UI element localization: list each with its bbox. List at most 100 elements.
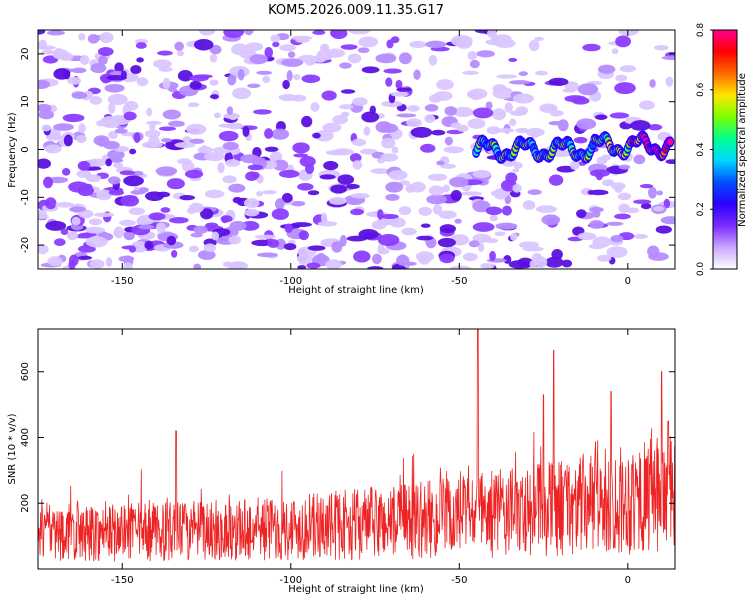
- noise-blob: [432, 204, 443, 215]
- noise-blob: [410, 126, 433, 138]
- noise-blob: [189, 80, 202, 90]
- noise-blob: [428, 54, 438, 66]
- noise-blob: [256, 190, 263, 197]
- noise-blob: [197, 249, 216, 260]
- noise-blob: [395, 79, 403, 90]
- snr-xlabel: Height of straight line (km): [288, 584, 424, 595]
- noise-blob: [38, 110, 55, 120]
- noise-blob: [339, 104, 354, 110]
- noise-blob: [347, 53, 362, 64]
- noise-blob: [242, 126, 250, 138]
- noise-blob: [228, 183, 246, 193]
- noise-blob: [211, 231, 220, 241]
- noise-blob: [486, 126, 501, 135]
- noise-blob: [512, 184, 522, 193]
- noise-blob: [108, 102, 116, 114]
- noise-blob: [375, 53, 397, 64]
- noise-blob: [102, 140, 120, 150]
- noise-blob: [71, 91, 88, 100]
- noise-blob: [45, 220, 67, 231]
- noise-blob: [467, 118, 486, 129]
- snr-panel: -150 -100 -50 0 200 400 600 Height of straigh…: [7, 328, 676, 595]
- noise-blob: [243, 30, 254, 36]
- noise-blob: [76, 134, 87, 144]
- noise-blob: [63, 69, 71, 80]
- noise-blob: [221, 215, 229, 224]
- noise-blob: [43, 176, 54, 189]
- noise-blob: [222, 175, 237, 184]
- noise-blob: [136, 57, 144, 63]
- noise-blob: [618, 164, 631, 170]
- noise-blob: [128, 207, 146, 216]
- noise-blob: [247, 83, 261, 89]
- noise-blob: [298, 230, 309, 241]
- noise-blob: [496, 128, 515, 133]
- noise-blob: [38, 158, 51, 169]
- noise-blob: [396, 113, 417, 118]
- noise-blob: [649, 79, 656, 88]
- noise-blob: [611, 48, 619, 55]
- noise-blob: [323, 160, 339, 171]
- noise-blob: [398, 52, 412, 65]
- noise-blob: [243, 198, 260, 209]
- noise-blob: [213, 112, 221, 119]
- noise-blob: [420, 223, 431, 228]
- noise-blob: [286, 70, 293, 82]
- noise-blob: [148, 212, 166, 221]
- noise-blob: [217, 162, 225, 174]
- noise-blob: [509, 118, 517, 127]
- signal-track-core: [667, 138, 674, 146]
- noise-blob: [45, 197, 57, 210]
- noise-blob: [605, 221, 624, 226]
- noise-blob: [330, 30, 348, 40]
- noise-blob: [496, 74, 518, 79]
- snr-y-tick-label: 400: [20, 428, 31, 447]
- noise-blob: [177, 50, 184, 57]
- noise-blob: [491, 108, 507, 121]
- noise-blob: [325, 48, 345, 58]
- noise-blob: [639, 100, 655, 110]
- noise-blob: [55, 202, 75, 208]
- noise-blob: [485, 101, 493, 110]
- noise-blob: [174, 41, 184, 51]
- noise-blob: [319, 174, 336, 180]
- noise-blob: [107, 149, 125, 161]
- noise-blob: [346, 183, 360, 190]
- noise-blob: [148, 135, 160, 147]
- snr-x-tick-label: 0: [625, 575, 631, 586]
- noise-blob: [352, 97, 368, 107]
- noise-blob: [398, 206, 412, 216]
- noise-blob: [270, 34, 281, 43]
- noise-blob: [322, 122, 342, 133]
- noise-blob: [62, 168, 71, 176]
- noise-blob: [535, 205, 557, 213]
- noise-blob: [188, 102, 200, 108]
- noise-blob: [227, 74, 237, 86]
- noise-blob: [339, 234, 347, 247]
- noise-blob: [227, 261, 248, 269]
- noise-blob: [614, 213, 631, 220]
- noise-blob: [47, 256, 63, 267]
- noise-blob: [656, 190, 664, 196]
- noise-blob: [380, 153, 398, 162]
- noise-blob: [87, 34, 100, 44]
- noise-blob: [321, 242, 329, 247]
- snr-x-tick-label: -150: [111, 575, 134, 586]
- colorbar-tick-label: 0.2: [696, 202, 706, 216]
- noise-blob: [267, 238, 280, 248]
- noise-blob: [609, 112, 630, 119]
- noise-blob: [96, 189, 112, 201]
- noise-blob: [330, 184, 348, 194]
- noise-blob: [462, 252, 478, 262]
- noise-blob: [86, 158, 108, 167]
- noise-blob: [71, 67, 87, 74]
- noise-blob: [113, 162, 124, 169]
- noise-blob: [592, 236, 612, 248]
- noise-blob: [615, 35, 632, 48]
- noise-blob: [358, 36, 379, 48]
- noise-blob: [104, 83, 125, 93]
- noise-blob: [385, 193, 400, 201]
- noise-blob: [577, 232, 597, 241]
- colorbar-tick-label: 0.4: [696, 142, 706, 157]
- noise-blob: [209, 44, 222, 55]
